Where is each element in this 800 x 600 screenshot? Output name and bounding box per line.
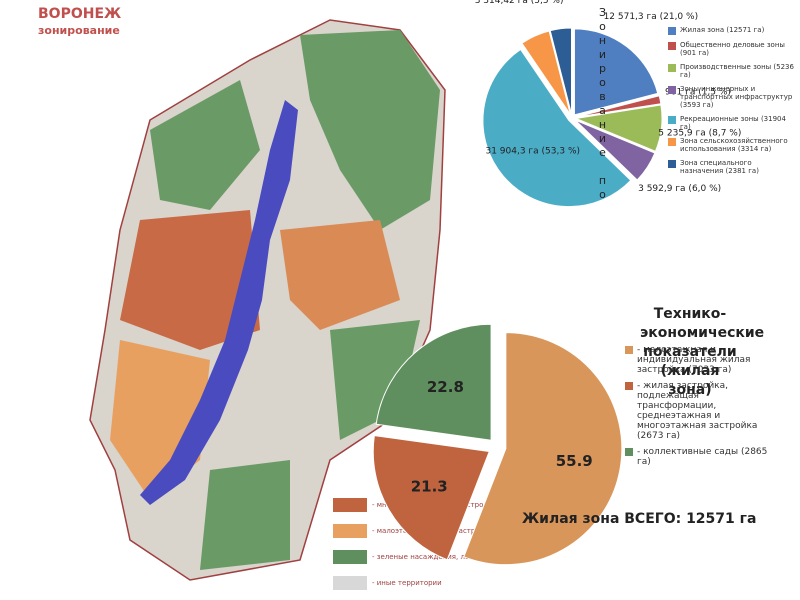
chart-subtitle: Жилая зона ВСЕГО: 12571 га bbox=[522, 511, 757, 527]
legend-item: Производственные зоны (5236 га) bbox=[668, 63, 796, 79]
data-label: 31 904,3 га (53,3 %) bbox=[485, 147, 580, 157]
map-subtitle: зонирование bbox=[38, 24, 120, 37]
legend-item: Зоны инженерных и транспортных инфрастру… bbox=[668, 85, 796, 109]
legend-swatch bbox=[668, 64, 676, 72]
legend-item: Общественно деловые зоны (901 га) bbox=[668, 41, 796, 57]
map-title: ВОРОНЕЖ bbox=[38, 6, 122, 22]
pie-slice bbox=[372, 435, 490, 561]
legend-item: - жилая застройка, подлежащая трансформа… bbox=[625, 381, 775, 441]
pie-slice bbox=[575, 95, 662, 118]
legend-label: - зеленые насаждения, леса bbox=[372, 553, 477, 561]
legend-label: - коллективные сады (2865 га) bbox=[637, 447, 768, 467]
legend-item: - коллективные сады (2865 га) bbox=[625, 447, 775, 467]
legend-swatch bbox=[668, 160, 676, 168]
pie-slice bbox=[521, 30, 571, 115]
legend-swatch bbox=[668, 86, 676, 94]
data-label: 55.9 bbox=[556, 452, 593, 470]
data-label: 901 га (1,5 %) bbox=[665, 87, 731, 97]
data-label: 5 235,9 га (8,7 %) bbox=[658, 129, 741, 139]
pie-slice bbox=[574, 119, 656, 181]
legend-item: Рекреационные зоны (31904 га) bbox=[668, 115, 796, 131]
pie-slice bbox=[482, 48, 632, 208]
legend-swatch bbox=[333, 550, 367, 564]
legend-item: Зона сельскохозяйственного использования… bbox=[668, 137, 796, 153]
forest bbox=[200, 460, 290, 570]
legend-swatch bbox=[668, 138, 676, 146]
legend: Жилая зона (12571 га) Общественно деловые… bbox=[668, 26, 796, 181]
data-label: 3 314,42 га (5,5 %) bbox=[475, 0, 564, 6]
legend-label: - иные территории bbox=[372, 579, 442, 587]
legend-label: Общественно деловые зоны (901 га) bbox=[680, 41, 785, 57]
chart-title: Технико-экономические показатели (жилая … bbox=[640, 306, 765, 398]
pie-slice bbox=[573, 28, 659, 116]
legend-item: Жилая зона (12571 га) bbox=[668, 26, 796, 35]
pie-slice bbox=[375, 323, 492, 441]
legend-swatch bbox=[625, 382, 633, 390]
legend-label: Жилая зона (12571 га) bbox=[680, 26, 765, 34]
legend-item: - малоэтажная и индивидуальная жилая зас… bbox=[625, 345, 775, 375]
dense-area bbox=[120, 210, 260, 350]
data-label: 3 592,9 га (6,0 %) bbox=[638, 184, 721, 194]
data-label: 21.3 bbox=[411, 477, 448, 495]
pie-slice bbox=[463, 332, 623, 566]
legend-swatch bbox=[333, 498, 367, 512]
map bbox=[89, 19, 446, 581]
legend-swatch bbox=[625, 346, 633, 354]
legend-label: - жилая застройка, подлежащая трансформа… bbox=[637, 381, 758, 441]
lowrise-area bbox=[280, 220, 400, 330]
legend-swatch bbox=[668, 116, 676, 124]
legend-swatch bbox=[668, 42, 676, 50]
legend-label: Зона сельскохозяйственного использования… bbox=[680, 137, 788, 153]
forest bbox=[300, 30, 440, 230]
data-label: 22.8 bbox=[427, 378, 464, 396]
legend-label: Зоны инженерных и транспортных инфрастру… bbox=[680, 85, 793, 109]
legend-item: Зона специального назначения (2381 га) bbox=[668, 159, 796, 175]
pie: 55.9 21.3 22.8 bbox=[372, 323, 623, 566]
pie: 12 571,3 га (21,0 %) 901 га (1,5 %) 5 235,… bbox=[475, 0, 741, 208]
pie-slice bbox=[549, 27, 573, 115]
forest bbox=[150, 80, 260, 210]
legend-swatch bbox=[333, 576, 367, 590]
chart-title: Зонирование по bbox=[596, 6, 609, 202]
legend-swatch bbox=[668, 27, 676, 35]
legend-label: Производственные зоны (5236 га) bbox=[680, 63, 794, 79]
pie-slice bbox=[574, 104, 663, 152]
legend-swatch bbox=[333, 524, 367, 538]
legend-label: Зона специального назначения (2381 га) bbox=[680, 159, 759, 175]
legend-label: - малоэтажная и индивидуальная жилая зас… bbox=[637, 345, 751, 375]
legend-label: Рекреационные зоны (31904 га) bbox=[680, 115, 786, 131]
legend: - малоэтажная и индивидуальная жилая зас… bbox=[625, 345, 775, 473]
river bbox=[140, 100, 298, 505]
legend-swatch bbox=[625, 448, 633, 456]
data-label: 12 571,3 га (21,0 %) bbox=[604, 12, 699, 22]
